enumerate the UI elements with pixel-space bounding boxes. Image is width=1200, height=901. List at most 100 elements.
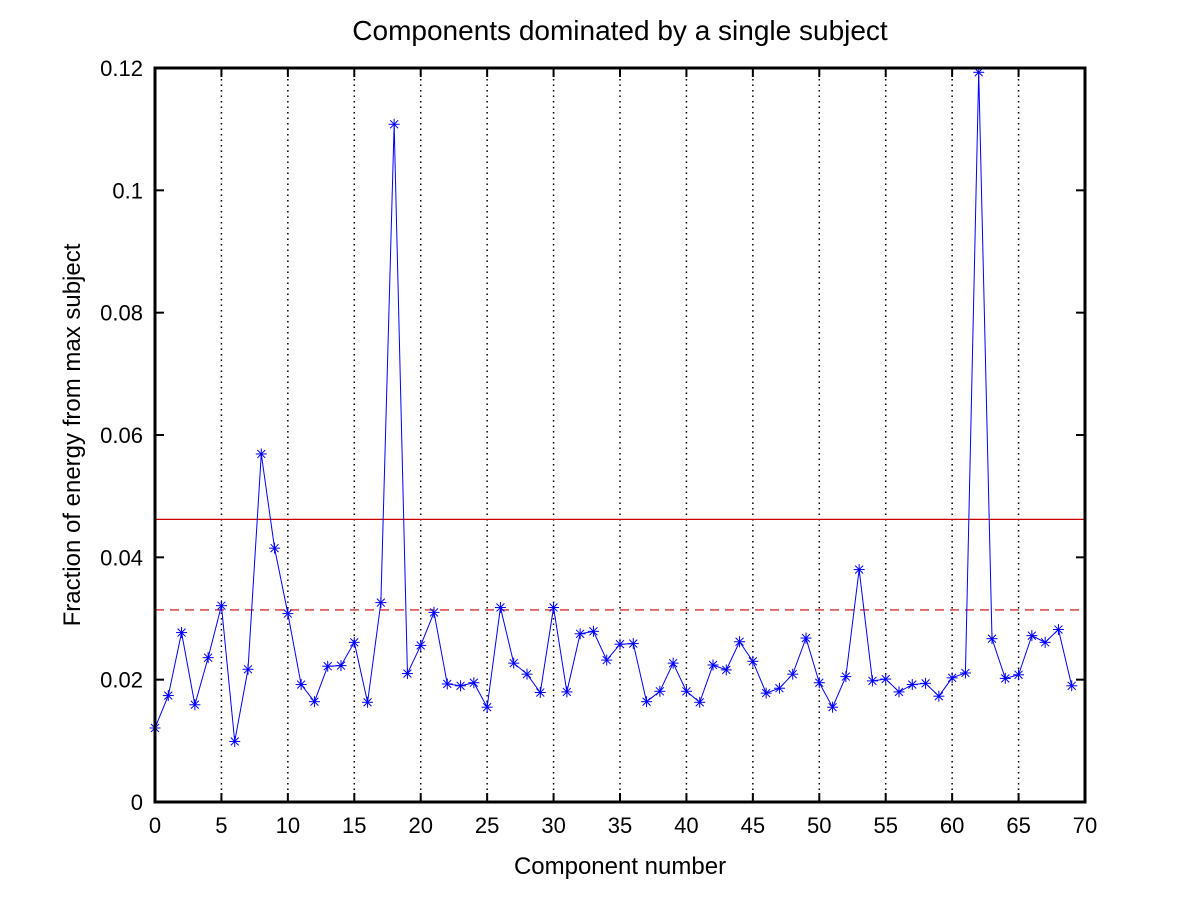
data-point [428, 606, 440, 618]
marker-stroke [761, 688, 771, 698]
marker-stroke [615, 639, 625, 649]
data-point [162, 690, 174, 702]
data-point [1066, 680, 1078, 692]
marker-stroke [416, 641, 426, 650]
x-tick-label: 45 [741, 813, 765, 838]
marker-stroke [921, 679, 930, 688]
data-point [215, 600, 227, 612]
data-point [760, 687, 772, 699]
marker-stroke [814, 678, 824, 688]
data-point [295, 679, 307, 691]
x-tick-label: 5 [215, 813, 227, 838]
data-point [548, 601, 560, 613]
x-tick-label: 30 [541, 813, 565, 838]
marker-stroke [296, 680, 306, 689]
marker-stroke [801, 633, 811, 643]
data-point [707, 659, 719, 671]
marker-stroke [934, 691, 944, 701]
data-point [521, 668, 533, 680]
marker-stroke [655, 686, 665, 696]
data-point [308, 696, 320, 708]
x-tick-label: 55 [873, 813, 897, 838]
marker-stroke [429, 608, 439, 617]
data-point [893, 686, 905, 698]
y-tick-label: 0.02 [100, 668, 143, 693]
data-point [534, 687, 546, 699]
data-point [189, 699, 201, 711]
y-axis-title: Fraction of energy from max subject [59, 243, 86, 626]
marker-stroke [1040, 638, 1050, 647]
marker-stroke [1014, 670, 1023, 680]
data-point [388, 118, 400, 130]
data-point [667, 657, 679, 669]
data-point [362, 696, 374, 708]
x-tick-label: 25 [475, 813, 499, 838]
x-tick-label: 35 [608, 813, 632, 838]
marker-stroke [217, 601, 226, 610]
series-line [154, 72, 1073, 742]
data-point [455, 680, 467, 692]
data-point [587, 625, 599, 637]
data-point [282, 608, 294, 620]
marker-stroke [721, 665, 731, 675]
y-tick-label: 0.04 [100, 545, 143, 570]
data-point [853, 564, 865, 576]
marker-stroke [589, 627, 598, 636]
data-point [787, 668, 799, 680]
data-point [255, 448, 267, 460]
data-point [946, 672, 958, 684]
data-point [800, 632, 812, 644]
marker-stroke [535, 688, 545, 697]
data-point [1039, 636, 1051, 648]
data-point [747, 655, 759, 667]
data-point [269, 542, 281, 554]
marker-stroke [442, 679, 452, 689]
marker-stroke [668, 658, 678, 668]
data-point [176, 627, 188, 639]
data-point [508, 657, 520, 669]
marker-stroke [1027, 631, 1037, 640]
data-point [1026, 630, 1038, 642]
data-point [441, 678, 453, 690]
marker-stroke [509, 658, 519, 668]
data-point [415, 639, 427, 651]
marker-stroke [695, 697, 705, 707]
data-point [933, 690, 945, 702]
marker-stroke [907, 680, 917, 689]
data-point [627, 638, 639, 650]
marker-stroke [961, 668, 970, 678]
chart-title: Components dominated by a single subject [352, 15, 888, 46]
data-point [375, 597, 387, 609]
marker-stroke [522, 669, 532, 679]
marker-stroke [682, 686, 691, 696]
marker-stroke [270, 543, 279, 553]
data-point [773, 682, 785, 694]
y-tick-label: 0.1 [112, 178, 143, 203]
marker-stroke [376, 598, 386, 607]
marker-stroke [243, 664, 253, 674]
marker-stroke [854, 565, 864, 574]
x-axis-title: Component number [514, 853, 726, 880]
marker-stroke [628, 639, 638, 648]
data-point [813, 677, 825, 689]
x-tick-label: 50 [807, 813, 831, 838]
marker-stroke [894, 687, 904, 697]
marker-stroke [708, 660, 718, 670]
x-tick-label: 70 [1073, 813, 1097, 838]
reference-lines [155, 518, 1085, 611]
marker-stroke [456, 681, 465, 691]
marker-stroke [549, 603, 558, 612]
data-point [999, 672, 1011, 684]
data-point [906, 679, 918, 691]
data-point [880, 673, 892, 685]
y-tick-label: 0.06 [100, 423, 143, 448]
data-point [614, 638, 626, 650]
data-point [468, 677, 480, 689]
data-point [229, 735, 241, 747]
data-point [866, 675, 878, 687]
marker-stroke [841, 672, 851, 681]
data-point [641, 696, 653, 708]
marker-stroke [230, 737, 240, 746]
data-point [827, 701, 839, 713]
